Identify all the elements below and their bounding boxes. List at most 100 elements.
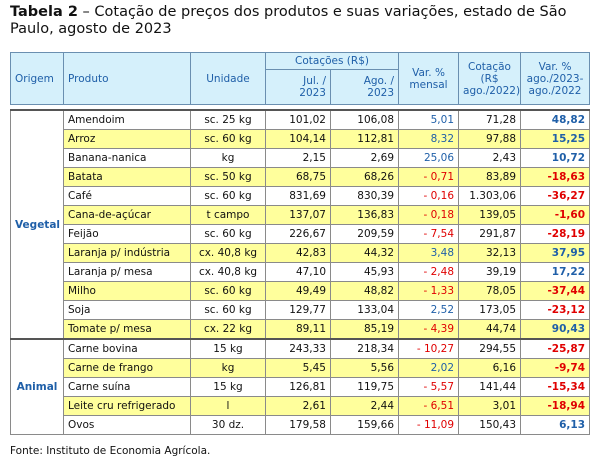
price-jul: 243,33: [265, 338, 331, 359]
var-monthly: - 0,71: [398, 167, 460, 187]
var-annual: -18,94: [520, 396, 591, 416]
product: Laranja p/ mesa: [63, 262, 191, 282]
var-monthly: 8,32: [398, 129, 460, 149]
price-ago: 159,66: [329, 415, 400, 435]
header-cell: Ago. / 2023: [329, 69, 400, 105]
product: Carne de frango: [63, 358, 191, 378]
price-2022: 39,19: [458, 262, 522, 282]
price-jul: 831,69: [265, 186, 331, 206]
price-2022: 139,05: [458, 205, 522, 225]
var-monthly: 5,01: [398, 109, 460, 130]
price-2022: 32,13: [458, 243, 522, 263]
unit: sc. 60 kg: [190, 186, 266, 206]
var-monthly: - 5,57: [398, 377, 460, 397]
price-jul: 68,75: [265, 167, 331, 187]
var-annual: 37,95: [520, 243, 591, 263]
table-label: Tabela 2: [10, 4, 78, 20]
price-ago: 45,93: [329, 262, 400, 282]
var-monthly: 3,48: [398, 243, 460, 263]
unit: sc. 60 kg: [190, 281, 266, 301]
source: Fonte: Instituto de Economia Agrícola.: [10, 445, 211, 457]
unit: cx. 40,8 kg: [190, 262, 266, 282]
header-cell: Produto: [63, 52, 191, 105]
price-ago: 133,04: [329, 300, 400, 320]
price-2022: 97,88: [458, 129, 522, 149]
var-annual: -28,19: [520, 224, 591, 244]
header-cell: Unidade: [190, 52, 266, 105]
price-ago: 2,69: [329, 148, 400, 168]
table-row: Feijão sc. 60 kg 226,67 209,59- 7,54 291,87-…: [11, 224, 591, 244]
var-monthly: - 0,18: [398, 205, 460, 225]
price-ago: 112,81: [329, 129, 400, 149]
unit: cx. 22 kg: [190, 319, 266, 340]
price-ago: 68,26: [329, 167, 400, 187]
title: Tabela 2 – Cotação de preços dos produto…: [10, 4, 590, 38]
var-monthly: - 0,16: [398, 186, 460, 206]
price-ago: 2,44: [329, 396, 400, 416]
price-ago: 830,39: [329, 186, 400, 206]
price-jul: 104,14: [265, 129, 331, 149]
unit: 30 dz.: [190, 415, 266, 435]
var-annual: -25,87: [520, 338, 591, 359]
table-row: Milho sc. 60 kg 49,49 48,82- 1,33 78,05 -37,4…: [11, 281, 591, 301]
title-text: – Cotação de preços dos produtos e suas …: [10, 4, 567, 37]
price-2022: 141,44: [458, 377, 522, 397]
price-2022: 83,89: [458, 167, 522, 187]
unit: sc. 60 kg: [190, 129, 266, 149]
table-row: Laranja p/ indústria cx. 40,8 kg 42,83 44,3…: [11, 243, 591, 263]
product: Tomate p/ mesa: [63, 319, 191, 340]
price-ago: 209,59: [329, 224, 400, 244]
price-jul: 5,45: [265, 358, 331, 378]
table-row: Ovos 30 dz. 179,58 159,66- 11,09 150,43 6,13: [11, 415, 591, 435]
var-annual: 6,13: [520, 415, 591, 435]
price-jul: 226,67: [265, 224, 331, 244]
price-jul: 2,15: [265, 148, 331, 168]
table-header: Origem Produto Unidade Cotações (R$) Var…: [10, 52, 591, 105]
unit: kg: [190, 358, 266, 378]
table-row: Arroz sc. 60 kg 104,14 112,81 8,32 97,88 15,25: [11, 129, 591, 149]
header-cell: Origem: [10, 52, 64, 105]
table-row: Batata sc. 50 kg 68,75 68,26- 0,71 83,89 -18,…: [11, 167, 591, 187]
product: Arroz: [63, 129, 191, 149]
var-annual: 15,25: [520, 129, 591, 149]
product: Leite cru refrigerado: [63, 396, 191, 416]
price-jul: 126,81: [265, 377, 331, 397]
var-annual: -36,27: [520, 186, 591, 206]
product: Banana-nanica: [63, 148, 191, 168]
product: Milho: [63, 281, 191, 301]
product: Carne bovina: [63, 338, 191, 359]
var-annual: 17,22: [520, 262, 591, 282]
var-monthly: - 2,48: [398, 262, 460, 282]
price-jul: 2,61: [265, 396, 331, 416]
table-row: Carne suína 15 kg 126,81 119,75- 5,57 141,44…: [11, 377, 591, 397]
unit: sc. 60 kg: [190, 224, 266, 244]
table-row: Leite cru refrigerado l 2,61 2,44- 6,51 3,01…: [11, 396, 591, 416]
price-ago: 218,34: [329, 338, 400, 359]
origin-cell: Animal: [10, 338, 64, 435]
origin-cell: Vegetal: [10, 109, 64, 340]
unit: sc. 60 kg: [190, 300, 266, 320]
var-annual: -15,34: [520, 377, 591, 397]
price-ago: 44,32: [329, 243, 400, 263]
product: Amendoim: [63, 109, 191, 130]
product: Feijão: [63, 224, 191, 244]
var-monthly: - 4,39: [398, 319, 460, 340]
product: Carne suína: [63, 377, 191, 397]
unit: l: [190, 396, 266, 416]
price-jul: 47,10: [265, 262, 331, 282]
table-row: Cana-de-açúcar t campo 137,07 136,83- 0,18 1…: [11, 205, 591, 225]
price-2022: 2,43: [458, 148, 522, 168]
var-monthly: - 11,09: [398, 415, 460, 435]
table-row: Vegetal Amendoim sc. 25 kg 101,02 106,08 5,01…: [10, 109, 591, 340]
product: Cana-de-açúcar: [63, 205, 191, 225]
table-row: Banana-nanica kg 2,15 2,69 25,06 2,43 10,72: [11, 148, 591, 168]
var-monthly: 25,06: [398, 148, 460, 168]
unit: 15 kg: [190, 338, 266, 359]
var-monthly: - 10,27: [398, 338, 460, 359]
price-jul: 42,83: [265, 243, 331, 263]
var-annual: 48,82: [520, 109, 591, 130]
var-annual: -23,12: [520, 300, 591, 320]
unit: t campo: [190, 205, 266, 225]
product: Café: [63, 186, 191, 206]
table-body: Vegetal Amendoim sc. 25 kg 101,02 106,08 5,01…: [10, 104, 591, 435]
